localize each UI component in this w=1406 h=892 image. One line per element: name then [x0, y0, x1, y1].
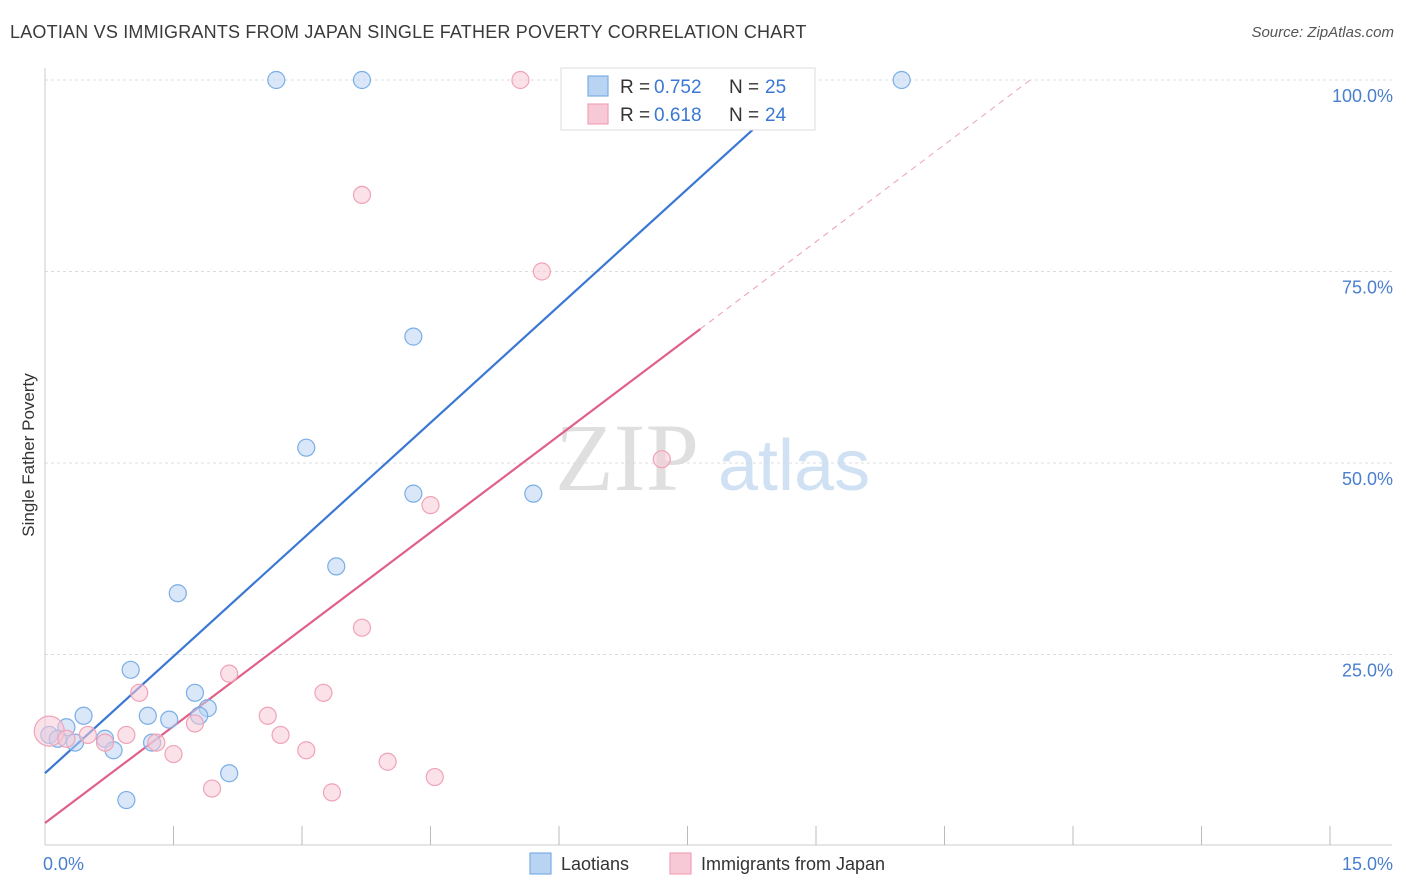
y-axis-label: Single Father Poverty [19, 373, 38, 537]
data-point-laotians [297, 438, 316, 457]
y-tick-labels: 25.0% 50.0% 75.0% 100.0% [1332, 86, 1393, 681]
data-point-japan [271, 725, 290, 745]
chart-title: LAOTIAN VS IMMIGRANTS FROM JAPAN SINGLE … [10, 22, 807, 42]
trend-line-extension [700, 79, 1031, 330]
watermark: ZIP atlas [555, 404, 870, 511]
stats-n-label: N = [729, 105, 759, 126]
data-point-laotians [121, 660, 140, 679]
stats-n-value: 24 [765, 105, 787, 126]
data-point-laotians [74, 706, 93, 725]
data-point-laotians [524, 484, 543, 503]
data-point-japan [652, 450, 671, 469]
stats-n-value: 25 [765, 77, 786, 98]
data-point-japan [202, 779, 222, 798]
trend-line-laotians [44, 79, 809, 775]
data-point-japan [297, 741, 316, 760]
data-point-laotians [352, 70, 372, 90]
data-point-japan [147, 733, 166, 752]
data-point-laotians [168, 584, 187, 603]
legend-swatch-japan [669, 852, 692, 875]
data-point-laotians [160, 710, 179, 729]
legend-swatch-laotians [529, 852, 552, 875]
data-point-japan [57, 729, 76, 748]
stats-legend: R = 0.752 N = 25 R = 0.618 N = 24 [560, 67, 816, 131]
stats-swatch [587, 103, 609, 125]
data-point-laotians [138, 706, 157, 725]
y-axis-label-group: Single Father Poverty [19, 373, 38, 537]
data-point-japan [378, 752, 397, 771]
data-point-japan [164, 744, 183, 764]
data-point-japan [352, 618, 372, 637]
data-point-japan [511, 70, 530, 90]
data-point-japan [78, 725, 97, 745]
data-point-laotians [117, 790, 136, 810]
y-tick-label: 25.0% [1342, 661, 1393, 681]
data-point-laotians [327, 557, 346, 576]
stats-r-value: 0.752 [654, 77, 702, 98]
x-tick-label-max: 15.0% [1342, 854, 1393, 874]
data-point-japan [421, 496, 440, 515]
stats-n-label: N = [729, 77, 759, 98]
x-tick-labels: 0.0% 15.0% [43, 854, 1393, 874]
trend-line-japan [44, 328, 702, 824]
y-tick-label: 50.0% [1342, 469, 1393, 489]
stats-r-label: R = [620, 77, 650, 98]
data-point-japan [220, 664, 239, 683]
data-point-laotians [267, 70, 286, 90]
y-tick-label: 100.0% [1332, 86, 1393, 106]
data-point-laotians [892, 70, 911, 90]
data-point-japan [117, 725, 136, 745]
watermark-zip: ZIP [555, 404, 699, 511]
data-point-japan [532, 262, 551, 281]
data-point-japan [425, 767, 444, 787]
legend-label-laotians: Laotians [561, 854, 629, 874]
gridlines [45, 79, 1392, 655]
data-point-japan [352, 185, 372, 204]
data-point-japan [185, 714, 205, 733]
bottom-legend: Laotians Immigrants from Japan [529, 852, 885, 875]
data-point-japan [258, 706, 277, 725]
data-point-japan [314, 683, 333, 702]
data-point-laotians [220, 764, 239, 783]
watermark-atlas: atlas [718, 426, 870, 506]
data-point-laotians [404, 327, 423, 346]
chart-source: Source: ZipAtlas.com [1251, 24, 1394, 41]
x-tick-label-min: 0.0% [43, 854, 84, 874]
axes [44, 68, 1392, 846]
stats-r-value: 0.618 [654, 105, 702, 126]
stats-r-label: R = [620, 105, 650, 126]
data-point-japan [95, 733, 115, 752]
data-points [33, 70, 911, 810]
stats-swatch [587, 75, 609, 97]
legend-label-japan: Immigrants from Japan [701, 854, 885, 874]
data-point-laotians [404, 484, 423, 503]
data-point-japan [322, 783, 342, 802]
data-point-japan [130, 683, 149, 702]
y-tick-label: 75.0% [1342, 278, 1393, 298]
data-point-laotians [185, 683, 205, 702]
